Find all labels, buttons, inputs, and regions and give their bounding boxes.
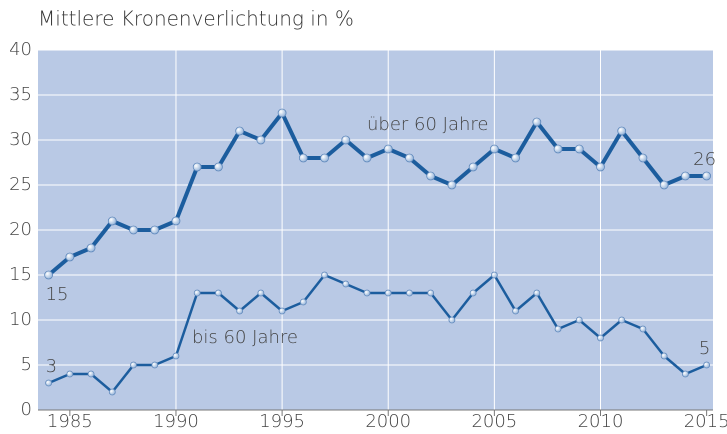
- point: [659, 180, 669, 190]
- point: [512, 307, 519, 315]
- point: [533, 289, 541, 297]
- point: [596, 162, 605, 172]
- x-tick-label: 2010: [578, 411, 624, 432]
- point: [236, 307, 244, 315]
- data-label: 26: [693, 149, 716, 170]
- x-tick-label: 1985: [47, 411, 93, 432]
- point: [532, 117, 542, 127]
- x-tick-label: 1995: [259, 411, 305, 432]
- point: [86, 243, 96, 253]
- point: [321, 271, 328, 279]
- point: [277, 108, 287, 118]
- point: [511, 153, 520, 163]
- point: [575, 316, 583, 324]
- series-label: bis 60 Jahre: [192, 327, 298, 348]
- point: [298, 153, 308, 163]
- point: [574, 144, 584, 154]
- point: [129, 225, 138, 235]
- point: [681, 171, 690, 181]
- x-tick-label: 2000: [365, 411, 411, 432]
- x-tick-label: 2015: [684, 411, 727, 432]
- point: [299, 298, 307, 306]
- point: [215, 289, 222, 297]
- point: [65, 252, 75, 262]
- point: [597, 334, 604, 342]
- point: [426, 171, 436, 181]
- data-label: 3: [46, 356, 57, 377]
- series-label: über 60 Jahre: [367, 114, 488, 135]
- point: [214, 162, 223, 172]
- point: [554, 325, 562, 333]
- point: [171, 216, 181, 226]
- x-tick-label: 1990: [153, 411, 199, 432]
- point: [235, 126, 245, 136]
- point: [405, 153, 414, 163]
- point: [342, 280, 350, 288]
- point: [383, 144, 393, 154]
- point: [447, 180, 457, 190]
- x-tick-label: 2005: [471, 411, 517, 432]
- point: [362, 153, 372, 163]
- y-tick-label: 0: [21, 399, 32, 420]
- y-tick-label: 35: [9, 84, 32, 105]
- point: [617, 126, 627, 136]
- point: [553, 144, 563, 154]
- point: [192, 162, 202, 172]
- point: [639, 325, 647, 333]
- point: [107, 216, 117, 226]
- point: [44, 270, 54, 280]
- point: [256, 135, 266, 145]
- y-tick-label: 10: [9, 309, 32, 330]
- y-tick-label: 40: [9, 39, 32, 60]
- point: [468, 162, 478, 172]
- point: [638, 153, 648, 163]
- point: [448, 316, 456, 324]
- point: [151, 361, 159, 369]
- point: [490, 271, 498, 279]
- point: [172, 352, 180, 360]
- point: [320, 153, 329, 163]
- point: [469, 289, 477, 297]
- point: [341, 135, 351, 145]
- y-tick-label: 5: [21, 354, 32, 375]
- point: [87, 370, 95, 378]
- data-label: 15: [46, 284, 69, 305]
- point: [278, 307, 286, 315]
- point: [618, 316, 626, 324]
- point: [660, 352, 668, 360]
- point: [682, 370, 689, 378]
- y-tick-label: 25: [9, 174, 32, 195]
- y-tick-label: 20: [9, 219, 32, 240]
- point: [489, 144, 499, 154]
- data-label: 5: [699, 338, 710, 359]
- y-tick-label: 30: [9, 129, 32, 150]
- point: [702, 171, 712, 181]
- y-tick-label: 15: [9, 264, 32, 285]
- point: [108, 388, 116, 396]
- point: [363, 289, 371, 297]
- point: [384, 289, 392, 297]
- point: [257, 289, 265, 297]
- point: [406, 289, 413, 297]
- series-line: [48, 273, 708, 394]
- point: [45, 379, 53, 387]
- point: [130, 361, 137, 369]
- point: [703, 361, 711, 369]
- point: [427, 289, 435, 297]
- chart-title: Mittlere Kronenverlichtung in %: [38, 7, 354, 31]
- point: [193, 289, 201, 297]
- point: [150, 225, 160, 235]
- point: [66, 370, 74, 378]
